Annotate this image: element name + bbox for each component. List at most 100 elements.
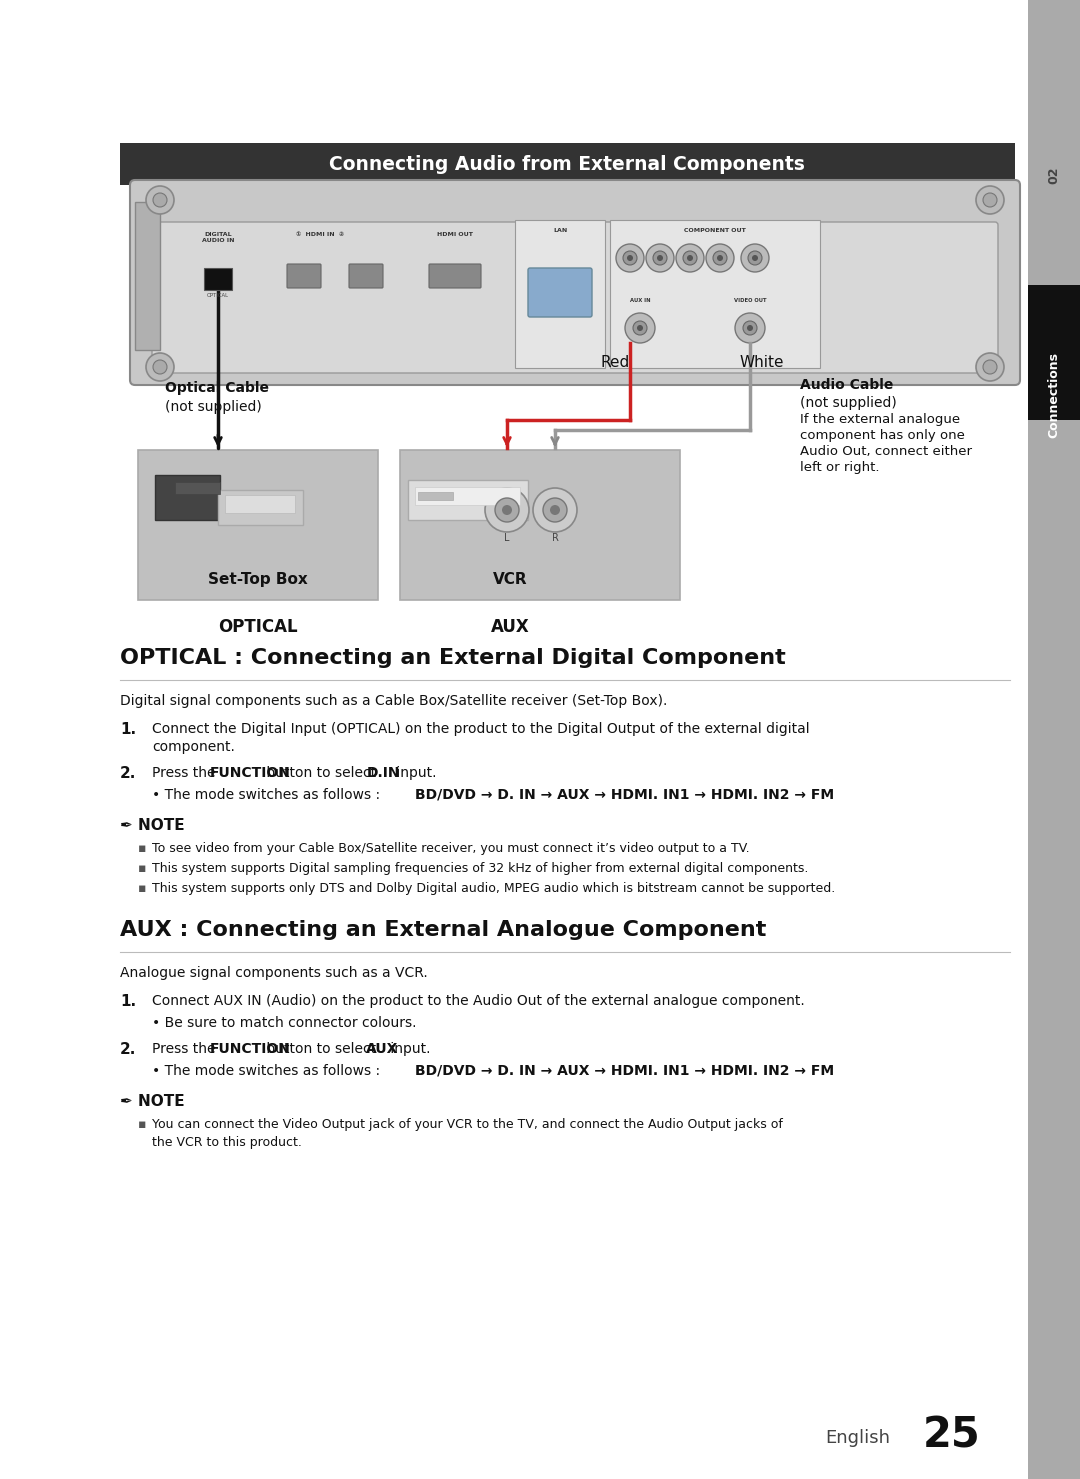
Bar — [225, 495, 295, 513]
Circle shape — [623, 251, 637, 265]
Text: ▪: ▪ — [138, 881, 147, 895]
Circle shape — [153, 192, 167, 207]
Text: BD/DVD → D. IN → AUX → HDMI. IN1 → HDMI. IN2 → FM: BD/DVD → D. IN → AUX → HDMI. IN1 → HDMI.… — [415, 788, 834, 802]
Text: D.IN: D.IN — [366, 766, 400, 779]
Text: Connect the Digital Input (OPTICAL) on the product to the Digital Output of the : Connect the Digital Input (OPTICAL) on t… — [152, 722, 810, 737]
Text: ▪: ▪ — [138, 862, 147, 876]
Text: AUX: AUX — [366, 1043, 399, 1056]
Circle shape — [657, 254, 663, 260]
Circle shape — [747, 325, 753, 331]
Text: AUX : Connecting an External Analogue Component: AUX : Connecting an External Analogue Co… — [120, 920, 767, 941]
Text: (not supplied): (not supplied) — [165, 399, 261, 414]
Text: White: White — [740, 355, 784, 370]
FancyBboxPatch shape — [429, 263, 481, 288]
FancyBboxPatch shape — [130, 180, 1020, 385]
Circle shape — [153, 359, 167, 374]
Text: BD/DVD → D. IN → AUX → HDMI. IN1 → HDMI. IN2 → FM: BD/DVD → D. IN → AUX → HDMI. IN1 → HDMI.… — [415, 1063, 834, 1078]
Text: OPTICAL: OPTICAL — [207, 293, 229, 297]
Bar — [408, 481, 528, 521]
Bar — [415, 487, 519, 504]
Text: Optical Cable: Optical Cable — [165, 382, 269, 395]
Text: Red: Red — [600, 355, 630, 370]
Text: FUNCTION: FUNCTION — [210, 1043, 291, 1056]
Text: Set-Top Box: Set-Top Box — [208, 572, 308, 587]
FancyBboxPatch shape — [349, 263, 383, 288]
Text: COMPONENT OUT: COMPONENT OUT — [684, 228, 746, 234]
Text: 1.: 1. — [120, 994, 136, 1009]
FancyBboxPatch shape — [287, 263, 321, 288]
Text: R: R — [552, 532, 558, 543]
Circle shape — [713, 251, 727, 265]
Text: LAN: LAN — [553, 228, 567, 234]
Text: 25: 25 — [922, 1414, 980, 1455]
Text: Connect AUX IN (Audio) on the product to the Audio Out of the external analogue : Connect AUX IN (Audio) on the product to… — [152, 994, 805, 1009]
Text: 2.: 2. — [120, 1043, 136, 1057]
Text: DIGITAL
AUDIO IN: DIGITAL AUDIO IN — [202, 232, 234, 243]
Circle shape — [534, 488, 577, 532]
Circle shape — [550, 504, 561, 515]
Circle shape — [653, 251, 667, 265]
Text: ✒ NOTE: ✒ NOTE — [120, 818, 185, 833]
Text: This system supports only DTS and Dolby Digital audio, MPEG audio which is bitst: This system supports only DTS and Dolby … — [152, 881, 835, 895]
Text: 02: 02 — [1048, 166, 1061, 183]
Text: left or right.: left or right. — [800, 461, 879, 473]
Text: (not supplied): (not supplied) — [800, 396, 896, 410]
Text: OPTICAL: OPTICAL — [218, 618, 298, 636]
Circle shape — [976, 353, 1004, 382]
Circle shape — [717, 254, 723, 260]
Bar — [610, 220, 820, 368]
Text: English: English — [825, 1429, 890, 1446]
Circle shape — [485, 488, 529, 532]
Text: • The mode switches as follows :: • The mode switches as follows : — [152, 788, 384, 802]
Text: Analogue signal components such as a VCR.: Analogue signal components such as a VCR… — [120, 966, 428, 981]
FancyBboxPatch shape — [528, 268, 592, 317]
Bar — [1028, 0, 1080, 1479]
Text: HDMI OUT: HDMI OUT — [437, 232, 473, 237]
Text: ①  HDMI IN  ②: ① HDMI IN ② — [296, 232, 345, 237]
Text: button to select: button to select — [262, 1043, 380, 1056]
Circle shape — [683, 251, 697, 265]
Circle shape — [543, 498, 567, 522]
Circle shape — [735, 314, 765, 343]
Circle shape — [495, 498, 519, 522]
Text: To see video from your Cable Box/Satellite receiver, you must connect it’s video: To see video from your Cable Box/Satelli… — [152, 842, 750, 855]
Text: OPTICAL : Connecting an External Digital Component: OPTICAL : Connecting an External Digital… — [120, 648, 786, 669]
Circle shape — [625, 314, 654, 343]
Circle shape — [976, 186, 1004, 214]
Circle shape — [706, 244, 734, 272]
Text: AUX: AUX — [490, 618, 529, 636]
Text: input.: input. — [392, 766, 437, 779]
Circle shape — [687, 254, 693, 260]
Bar — [156, 475, 220, 521]
Circle shape — [637, 325, 643, 331]
Circle shape — [646, 244, 674, 272]
Text: button to select: button to select — [262, 766, 380, 779]
Text: Connections: Connections — [1048, 352, 1061, 438]
Text: the VCR to this product.: the VCR to this product. — [152, 1136, 302, 1149]
Text: ▪: ▪ — [138, 1118, 147, 1131]
Text: Press the: Press the — [152, 766, 220, 779]
Text: component.: component. — [152, 740, 234, 754]
Circle shape — [627, 254, 633, 260]
Text: • Be sure to match connector colours.: • Be sure to match connector colours. — [152, 1016, 417, 1029]
Text: Audio Cable: Audio Cable — [800, 379, 893, 392]
Text: 1.: 1. — [120, 722, 136, 737]
Text: Digital signal components such as a Cable Box/Satellite receiver (Set-Top Box).: Digital signal components such as a Cabl… — [120, 694, 667, 708]
Text: AUX IN: AUX IN — [630, 297, 650, 303]
Bar — [204, 268, 232, 290]
Bar — [418, 493, 453, 500]
Text: FUNCTION: FUNCTION — [210, 766, 291, 779]
Text: L: L — [504, 532, 510, 543]
Circle shape — [633, 321, 647, 336]
Bar — [120, 143, 1015, 185]
Text: If the external analogue: If the external analogue — [800, 413, 960, 426]
Text: This system supports Digital sampling frequencies of 32 kHz of higher from exter: This system supports Digital sampling fr… — [152, 862, 808, 876]
Text: VCR: VCR — [492, 572, 527, 587]
Text: ✒ NOTE: ✒ NOTE — [120, 1094, 185, 1109]
Circle shape — [983, 359, 997, 374]
Circle shape — [146, 353, 174, 382]
Circle shape — [502, 504, 512, 515]
Text: You can connect the Video Output jack of your VCR to the TV, and connect the Aud: You can connect the Video Output jack of… — [152, 1118, 783, 1131]
Bar — [400, 450, 680, 600]
Bar — [135, 203, 160, 351]
